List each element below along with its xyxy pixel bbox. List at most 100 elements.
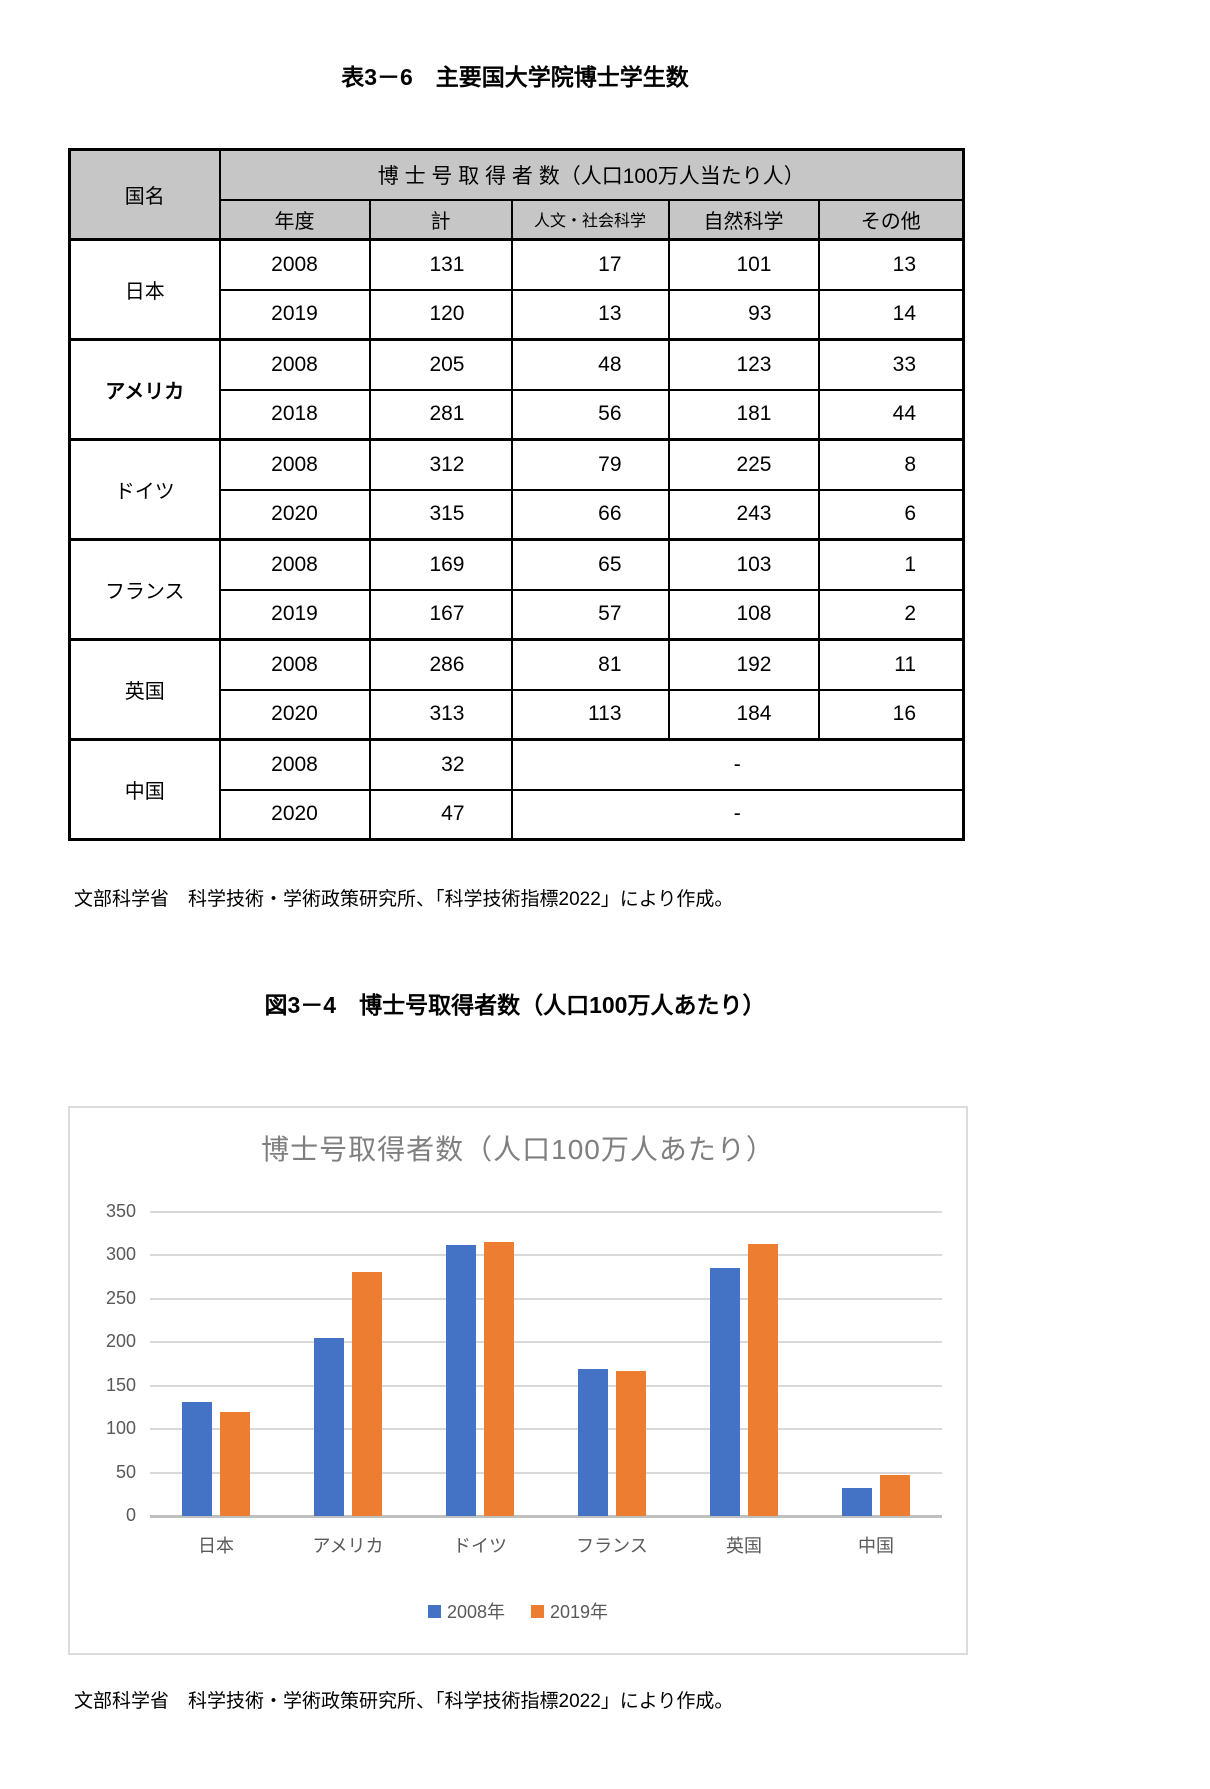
data-cell: 313 [368,688,513,741]
gridline [150,1254,942,1257]
legend-label: 2019年 [550,1602,609,1622]
data-cell: 192 [667,638,820,691]
data-cell: 2008 [218,638,371,691]
data-cell: 79 [510,438,670,491]
bar-2008年 [446,1245,476,1516]
gridline [150,1297,942,1300]
table-row: 2019 120 13 93 14 [70,288,965,341]
table-row: 2018 281 56 181 44 [70,388,965,441]
category-label: 中国 [858,1536,894,1556]
category-label: 英国 [726,1536,762,1556]
subheader-total: 計 [368,198,513,241]
data-cell: 11 [817,638,965,691]
bar-2008年 [314,1337,344,1516]
y-axis-label: 150 [105,1374,136,1395]
data-cell: 169 [368,538,513,591]
x-axis-baseline [150,1515,942,1518]
data-cell: 2008 [218,438,371,491]
data-cell: 2019 [218,288,371,341]
bar-2008年 [182,1402,212,1516]
data-cell: 2008 [218,538,371,591]
bar-2019年 [616,1370,646,1516]
data-cell: 113 [510,688,670,741]
doctoral-students-table: 国名 博 士 号 取 得 者 数（人口100万人当たり人） 年度 計 人文・社会… [68,148,966,841]
gridline [150,1211,942,1213]
data-cell: 33 [817,338,965,391]
data-cell: 167 [368,588,513,641]
data-cell: 2020 [218,488,371,541]
gridline [150,1341,942,1344]
table-row: アメリカ 2008 205 48 123 33 [68,338,965,441]
data-cell: 281 [368,388,513,441]
table-row: 英国 2008 286 81 192 11 [68,638,965,741]
country-cell-germany: ドイツ [68,438,221,541]
data-cell: 66 [510,488,670,541]
y-axis-label: 250 [105,1287,136,1308]
data-cell: 47 [368,788,513,841]
category-label: フランス [576,1536,648,1556]
data-cell: 2008 [218,238,371,291]
data-cell: 6 [817,488,965,541]
table-row: 中国 2008 32 - [68,738,965,841]
legend-marker [427,1604,441,1618]
data-cell: 2020 [218,788,371,841]
data-cell: 181 [667,388,820,441]
data-cell: 14 [817,288,965,341]
data-cell: 184 [667,688,820,741]
data-cell: 57 [510,588,670,641]
data-cell: 44 [817,388,965,441]
group-header-cell: 博 士 号 取 得 者 数（人口100万人当たり人） [218,148,965,201]
y-axis-label: 200 [105,1331,136,1352]
data-cell: 2018 [218,388,371,441]
subheader-natural-science: 自然科学 [667,198,820,241]
data-cell: 131 [368,238,513,291]
y-axis-label: 100 [105,1418,136,1439]
legend-label: 2008年 [446,1602,505,1622]
data-cell: 8 [817,438,965,491]
gridline [150,1384,942,1387]
legend: 2008年 2019年 [70,1598,966,1624]
data-cell: 103 [667,538,820,591]
data-cell: 48 [510,338,670,391]
data-cell: 13 [817,238,965,291]
country-cell-china: 中国 [68,738,221,841]
data-cell: 2008 [218,738,371,791]
subheader-humanities: 人文・社会科学 [510,198,670,241]
data-cell: 205 [368,338,513,391]
country-cell-uk: 英国 [68,638,221,741]
gridline [150,1471,942,1474]
bar-2019年 [352,1271,382,1516]
data-cell: 120 [368,288,513,341]
data-cell: 2008 [218,338,371,391]
data-cell: 243 [667,488,820,541]
y-axis-label: 0 [125,1505,136,1525]
data-cell: 312 [368,438,513,491]
chart: 博士号取得者数（人口100万人あたり） 350 300 250 200 150 100 50… [68,1106,968,1655]
category-label: ドイツ [453,1536,507,1556]
bar-2008年 [578,1369,608,1516]
corner-header-cell: 国名 [68,148,221,241]
gridline [150,1428,942,1431]
y-axis-label: 350 [105,1201,136,1221]
y-axis-label: 300 [105,1244,136,1265]
table-row: 2019 167 57 108 2 [70,588,965,641]
data-cell: 65 [510,538,670,591]
y-axis-label: 50 [115,1461,136,1482]
bar-2008年 [842,1488,872,1516]
legend-item: 2019年 [531,1598,608,1624]
data-cell-merged: - [510,738,965,791]
country-cell-japan: 日本 [68,238,221,341]
subheader-year: 年度 [218,198,371,241]
bar-2019年 [220,1411,250,1516]
table-row: フランス 2008 169 65 103 1 [68,538,965,641]
country-cell-usa: アメリカ [68,338,221,441]
data-cell: 2020 [218,688,371,741]
data-cell: 13 [510,288,670,341]
data-cell: 315 [368,488,513,541]
legend-marker [531,1604,544,1618]
data-cell: 32 [368,738,513,791]
category-label: 日本 [198,1536,234,1556]
figure-title: 図3－4 博士号取得者数（人口100万人あたり） [264,992,766,1018]
data-cell-merged: - [510,788,965,841]
